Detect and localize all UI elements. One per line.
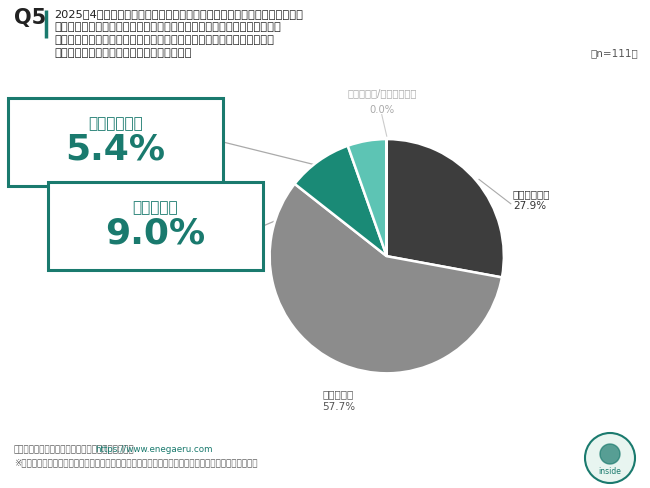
Circle shape	[585, 433, 635, 483]
Text: やや否定的: やや否定的	[133, 200, 178, 215]
Text: や蓄電池を各家庭や空地に積極的に配置し、地域で電力を賄おうとする: や蓄電池を各家庭や空地に積極的に配置し、地域で電力を賄おうとする	[54, 35, 274, 45]
Text: 5.4%: 5.4%	[66, 133, 166, 167]
Text: 非常に否定的: 非常に否定的	[88, 116, 143, 131]
Text: https://www.enegaeru.com: https://www.enegaeru.com	[96, 446, 213, 454]
FancyBboxPatch shape	[48, 182, 263, 270]
Text: 取り組みについて、どのように感じますか。: 取り組みについて、どのように感じますか。	[54, 48, 192, 58]
Text: 57.7%: 57.7%	[322, 402, 355, 412]
Wedge shape	[348, 139, 387, 256]
Text: 27.9%: 27.9%	[513, 201, 546, 211]
Text: 非常に肯定的: 非常に肯定的	[513, 189, 551, 199]
Text: inside: inside	[599, 468, 621, 476]
Text: やや肯定的: やや肯定的	[323, 389, 354, 399]
Text: 0.0%: 0.0%	[369, 104, 395, 115]
Wedge shape	[387, 139, 504, 277]
FancyBboxPatch shape	[8, 98, 223, 186]
Text: （n=111）: （n=111）	[590, 48, 638, 58]
Text: 2025年4月から、条件付きで新築住宅等への太陽光発電設備の設置や断熱・: 2025年4月から、条件付きで新築住宅等への太陽光発電設備の設置や断熱・	[54, 9, 303, 19]
Wedge shape	[294, 146, 387, 256]
Text: わからない/答えられない: わからない/答えられない	[347, 88, 417, 98]
Text: Q5: Q5	[14, 8, 46, 28]
Text: 9.0%: 9.0%	[105, 217, 205, 251]
Text: エネがえる運営事務局調べ（国際航業株式会社）: エネがえる運営事務局調べ（国際航業株式会社）	[14, 446, 135, 454]
Circle shape	[600, 444, 620, 464]
Text: ※データやグラフにつきましては、出典・リンクを明記いただき、ご自由に社内外でご活用ください。: ※データやグラフにつきましては、出典・リンクを明記いただき、ご自由に社内外でご活…	[14, 459, 257, 468]
Wedge shape	[270, 184, 502, 373]
Text: 省エネ性能の確保が義務付けられる制度が実施されます。太陽光発電設備: 省エネ性能の確保が義務付けられる制度が実施されます。太陽光発電設備	[54, 22, 281, 32]
